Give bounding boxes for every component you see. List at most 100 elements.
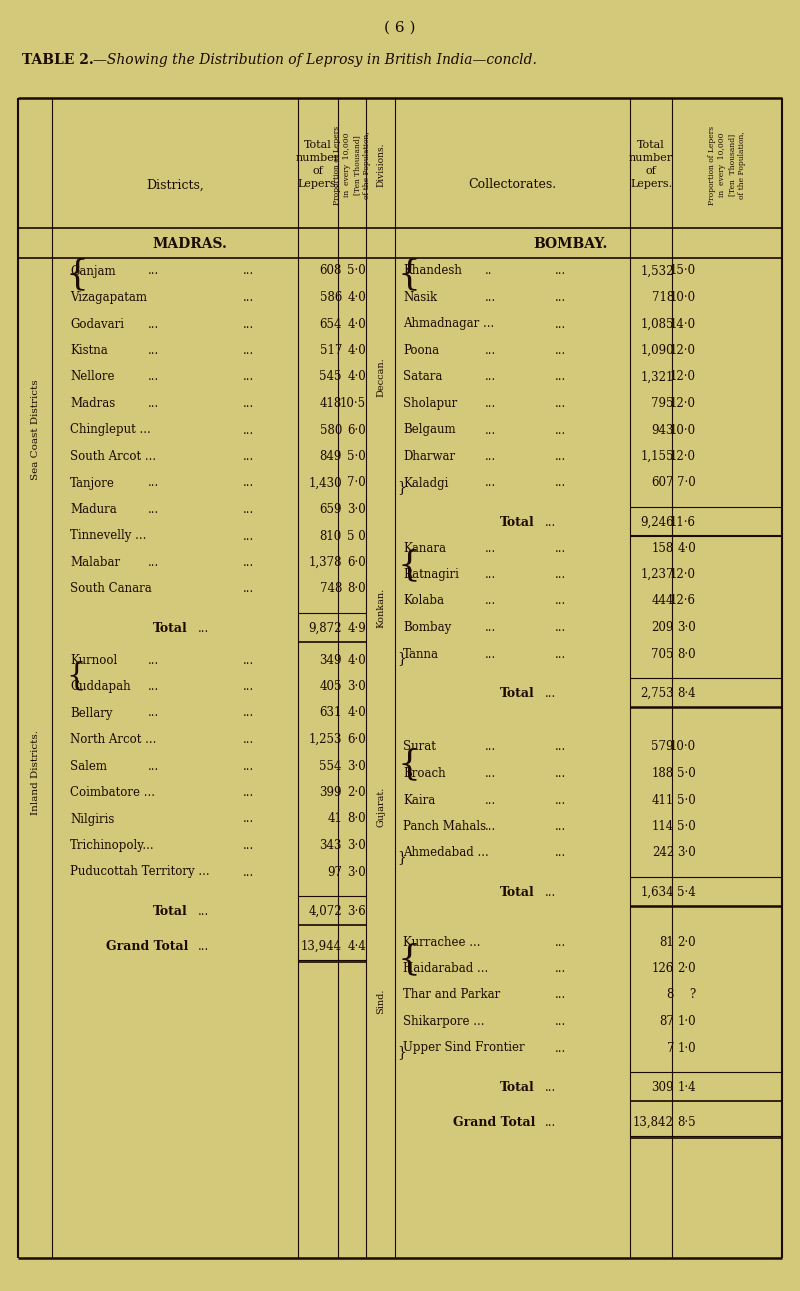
Text: 6·0: 6·0 — [347, 423, 366, 436]
Text: Sind.: Sind. — [376, 989, 385, 1015]
Text: ...: ... — [243, 786, 254, 799]
Text: 6·0: 6·0 — [347, 556, 366, 569]
Text: Proportion of Lepers
in  every  10,000
[Ten Thousand]
of the Population,: Proportion of Lepers in every 10,000 [Te… — [334, 125, 370, 204]
Text: 1·0: 1·0 — [678, 1042, 696, 1055]
Text: ( 6 ): ( 6 ) — [384, 21, 416, 35]
Text: 608: 608 — [320, 265, 342, 278]
Text: ...: ... — [545, 1082, 556, 1095]
Text: 5·4: 5·4 — [678, 886, 696, 900]
Text: 2·0: 2·0 — [347, 786, 366, 799]
Text: ...: ... — [148, 706, 159, 719]
Text: 810: 810 — [320, 529, 342, 542]
Text: Ahmadnagar ...: Ahmadnagar ... — [403, 318, 494, 330]
Text: 1,430: 1,430 — [308, 476, 342, 489]
Text: 6·0: 6·0 — [347, 733, 366, 746]
Text: Sholapur: Sholapur — [403, 398, 458, 411]
Text: Puducottah Territory ...: Puducottah Territory ... — [70, 865, 210, 878]
Text: 5 0: 5 0 — [347, 529, 366, 542]
Text: 2·0: 2·0 — [678, 936, 696, 949]
Text: ...: ... — [243, 476, 254, 489]
Text: ...: ... — [555, 648, 566, 661]
Text: Haidarabad ...: Haidarabad ... — [403, 962, 488, 975]
Text: 411: 411 — [652, 794, 674, 807]
Text: 1,378: 1,378 — [309, 556, 342, 569]
Text: ...: ... — [485, 648, 496, 661]
Text: ...: ... — [485, 423, 496, 436]
Text: 4·4: 4·4 — [347, 940, 366, 953]
Text: 13,944: 13,944 — [301, 940, 342, 953]
Text: Lepers.: Lepers. — [297, 179, 339, 188]
Text: Gujarat.: Gujarat. — [376, 786, 385, 826]
Text: 12·0: 12·0 — [670, 451, 696, 463]
Text: 242: 242 — [652, 847, 674, 860]
Text: of: of — [646, 167, 656, 176]
Text: 654: 654 — [319, 318, 342, 330]
Text: Khandesh: Khandesh — [403, 265, 462, 278]
Text: Poona: Poona — [403, 343, 439, 358]
Text: 7: 7 — [666, 1042, 674, 1055]
Text: 444: 444 — [651, 594, 674, 608]
Text: Collectorates.: Collectorates. — [469, 178, 557, 191]
Text: }: } — [397, 1046, 406, 1059]
Text: ...: ... — [243, 423, 254, 436]
Text: ?: ? — [690, 989, 696, 1002]
Text: 12·0: 12·0 — [670, 568, 696, 581]
Text: 943: 943 — [651, 423, 674, 436]
Text: 579: 579 — [651, 741, 674, 754]
Text: Broach: Broach — [403, 767, 446, 780]
Text: }: } — [397, 480, 406, 494]
Text: ...: ... — [485, 621, 496, 634]
Text: ...: ... — [148, 556, 159, 569]
Text: ...: ... — [555, 541, 566, 555]
Text: 8·5: 8·5 — [678, 1115, 696, 1128]
Text: Total: Total — [154, 622, 188, 635]
Text: 4·9: 4·9 — [347, 622, 366, 635]
Text: Nasik: Nasik — [403, 290, 437, 303]
Text: ...: ... — [555, 594, 566, 608]
Text: 3·0: 3·0 — [347, 865, 366, 878]
Text: Malabar: Malabar — [70, 556, 120, 569]
Text: ...: ... — [555, 318, 566, 330]
Text: 4·0: 4·0 — [678, 541, 696, 555]
Text: 13,842: 13,842 — [633, 1115, 674, 1128]
Text: 1,085: 1,085 — [641, 318, 674, 330]
Text: 1,321: 1,321 — [641, 371, 674, 383]
Text: {: { — [397, 547, 420, 582]
Text: 12·0: 12·0 — [670, 371, 696, 383]
Text: ...: ... — [555, 621, 566, 634]
Text: 545: 545 — [319, 371, 342, 383]
Text: 580: 580 — [320, 423, 342, 436]
Text: ...: ... — [555, 476, 566, 489]
Text: 795: 795 — [651, 398, 674, 411]
Text: 15·0: 15·0 — [670, 265, 696, 278]
Text: Total: Total — [500, 886, 535, 900]
Text: 4·0: 4·0 — [347, 706, 366, 719]
Text: Nellore: Nellore — [70, 371, 114, 383]
Text: ...: ... — [555, 847, 566, 860]
Text: 12·0: 12·0 — [670, 343, 696, 358]
Text: Districts,: Districts, — [146, 178, 204, 191]
Text: Nilgiris: Nilgiris — [70, 812, 114, 825]
Text: Godavari: Godavari — [70, 318, 124, 330]
Text: 2·0: 2·0 — [678, 962, 696, 975]
Text: 1,090: 1,090 — [640, 343, 674, 358]
Text: ..: .. — [485, 265, 493, 278]
Text: 114: 114 — [652, 820, 674, 833]
Text: Shikarpore ...: Shikarpore ... — [403, 1015, 485, 1028]
Text: ...: ... — [148, 398, 159, 411]
Text: Kolaba: Kolaba — [403, 594, 444, 608]
Text: Ahmedabad ...: Ahmedabad ... — [403, 847, 489, 860]
Text: ...: ... — [243, 451, 254, 463]
Text: Total: Total — [500, 1082, 535, 1095]
Text: ...: ... — [243, 653, 254, 666]
Text: ...: ... — [148, 503, 159, 516]
Text: {: { — [397, 747, 420, 781]
Text: 10·5: 10·5 — [340, 398, 366, 411]
Text: ...: ... — [148, 476, 159, 489]
Text: ...: ... — [243, 398, 254, 411]
Text: Cuddapah: Cuddapah — [70, 680, 130, 693]
Text: ...: ... — [243, 582, 254, 595]
Text: Kurrachee ...: Kurrachee ... — [403, 936, 481, 949]
Text: Kaira: Kaira — [403, 794, 435, 807]
Text: ...: ... — [485, 568, 496, 581]
